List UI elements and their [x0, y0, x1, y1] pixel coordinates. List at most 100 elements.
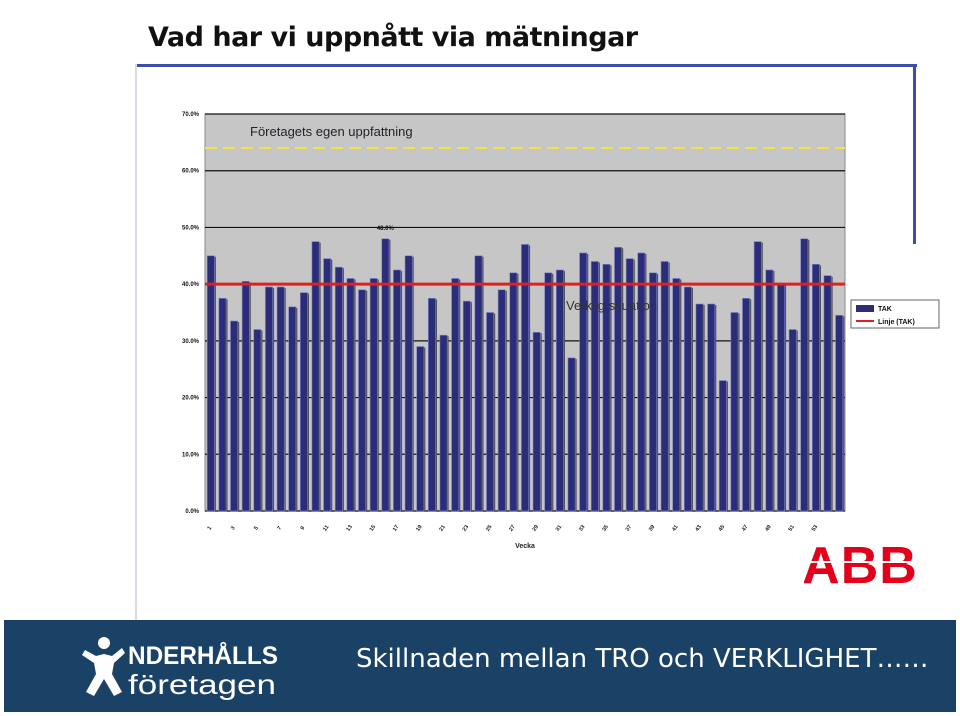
- x-tick-label: 53: [811, 524, 819, 532]
- x-tick-label: 21: [439, 524, 447, 532]
- bar: [579, 252, 588, 512]
- bar-layer: [206, 238, 845, 512]
- bar: [439, 334, 448, 512]
- bar: [218, 298, 227, 512]
- y-tick-label: 10.0%: [182, 452, 200, 458]
- x-tick-label: 47: [741, 524, 749, 532]
- x-tick-label: 13: [345, 524, 353, 532]
- bar: [695, 303, 704, 512]
- bar: [614, 246, 622, 512]
- annotation-actual: Verklig situation: [566, 298, 657, 313]
- x-tick-label: 23: [462, 524, 470, 532]
- bar: [358, 289, 366, 512]
- bar: [835, 315, 844, 512]
- legend: TAK Linje (TAK): [850, 299, 940, 329]
- bar: [590, 261, 599, 512]
- bar: [462, 300, 471, 512]
- person-icon: [82, 637, 125, 696]
- bar: [753, 241, 762, 512]
- bar: [544, 272, 553, 512]
- x-tick-label: 39: [648, 524, 656, 532]
- bar: [346, 278, 355, 512]
- footer-logo-line1: NDERHÅLLS: [128, 641, 278, 670]
- bar: [730, 312, 739, 512]
- x-tick-label: 43: [695, 524, 703, 532]
- bar: [451, 278, 460, 512]
- underhallsforetagen-logo: NDERHÅLLS företagen: [82, 637, 278, 700]
- bar: [334, 266, 343, 512]
- bar: [497, 289, 506, 512]
- footer-banner: NDERHÅLLS företagen Skillnaden mellan TR…: [4, 620, 956, 712]
- x-tick-label: 9: [300, 525, 307, 531]
- bar-chart: 0.0% 10.0% 20.0% 30.0% 40.0% 50.0% 60.0% 7 0.0% …: [182, 112, 940, 550]
- x-tick-label: 49: [764, 524, 772, 532]
- slide-title: Vad har vi uppnått via mätningar: [148, 22, 638, 53]
- x-tick-label: 3: [230, 525, 237, 531]
- legend-entry-tak: TAK: [878, 306, 892, 313]
- bar: [521, 244, 529, 512]
- bar: [509, 272, 518, 512]
- bar: [486, 312, 494, 512]
- bar: [393, 269, 401, 512]
- bar: [532, 332, 541, 512]
- bar: [241, 281, 250, 512]
- bar: [777, 283, 785, 512]
- bar: [602, 263, 611, 512]
- bar: [300, 292, 308, 512]
- bar: [637, 252, 646, 512]
- bar: [625, 258, 634, 512]
- y-tick-label: 20.0%: [182, 396, 200, 402]
- bar: [404, 255, 413, 512]
- y-tick-label: 30.0%: [182, 339, 200, 345]
- x-tick-label: 37: [625, 524, 633, 532]
- bar: [718, 380, 727, 512]
- bar: [649, 272, 657, 512]
- x-tick-label: 51: [788, 524, 796, 532]
- x-tick-label: 7: [276, 525, 283, 531]
- bar: [823, 275, 832, 512]
- x-tick-label: 45: [718, 524, 726, 532]
- x-axis-label: Vecka: [515, 543, 535, 550]
- bar: [474, 255, 483, 512]
- footer-title: Skillnaden mellan TRO och VERKLIGHET……: [356, 644, 929, 674]
- bar: [788, 329, 797, 512]
- bar: [428, 298, 436, 512]
- frame-right-rule: [913, 64, 916, 244]
- y-tick-layer: 0.0% 10.0% 20.0% 30.0% 40.0% 50.0% 60.0% 70.0%: [182, 112, 200, 515]
- bar: [672, 278, 681, 512]
- bar: [567, 357, 576, 512]
- y-tick-label: 40.0%: [182, 282, 200, 288]
- bar: [323, 258, 332, 512]
- y-tick-label: 70.0%: [182, 112, 200, 118]
- legend-entry-line: Linje (TAK): [878, 319, 915, 326]
- y-tick-label: 50.0%: [182, 225, 200, 231]
- bar: [288, 306, 297, 512]
- x-tick-label: 5: [253, 525, 260, 531]
- x-tick-label: 31: [555, 524, 563, 532]
- x-tick-label: 35: [601, 524, 609, 532]
- bar: [707, 303, 716, 512]
- footer-logo-line2: företagen: [128, 669, 276, 700]
- bar: [742, 298, 750, 512]
- x-tick-layer: 1 3 5 7 9 11 13 15 17 19 21 23 25 27 29 31 33 35 37 39 41 43 4…: [207, 524, 820, 532]
- bar: [311, 241, 320, 512]
- x-tick-label: 41: [671, 524, 679, 532]
- x-tick-label: 19: [415, 524, 423, 532]
- legend-box: [850, 299, 940, 329]
- annotation-perception: Företagets egen uppfattning: [250, 124, 413, 139]
- x-tick-label: 17: [392, 524, 400, 532]
- x-tick-label: 33: [578, 524, 586, 532]
- x-tick-label: 29: [532, 524, 540, 532]
- y-tick-label: 60.0%: [182, 169, 200, 175]
- x-tick-label: 11: [322, 524, 330, 532]
- bar: [765, 269, 774, 512]
- x-tick-label: 1: [207, 525, 214, 531]
- bar: [369, 278, 378, 512]
- bar: [206, 255, 215, 512]
- bar: [253, 329, 262, 512]
- bar: [660, 261, 669, 512]
- bar: [684, 286, 692, 512]
- bar: [381, 238, 390, 512]
- frame-left-rule: [135, 64, 137, 620]
- bar: [230, 320, 238, 512]
